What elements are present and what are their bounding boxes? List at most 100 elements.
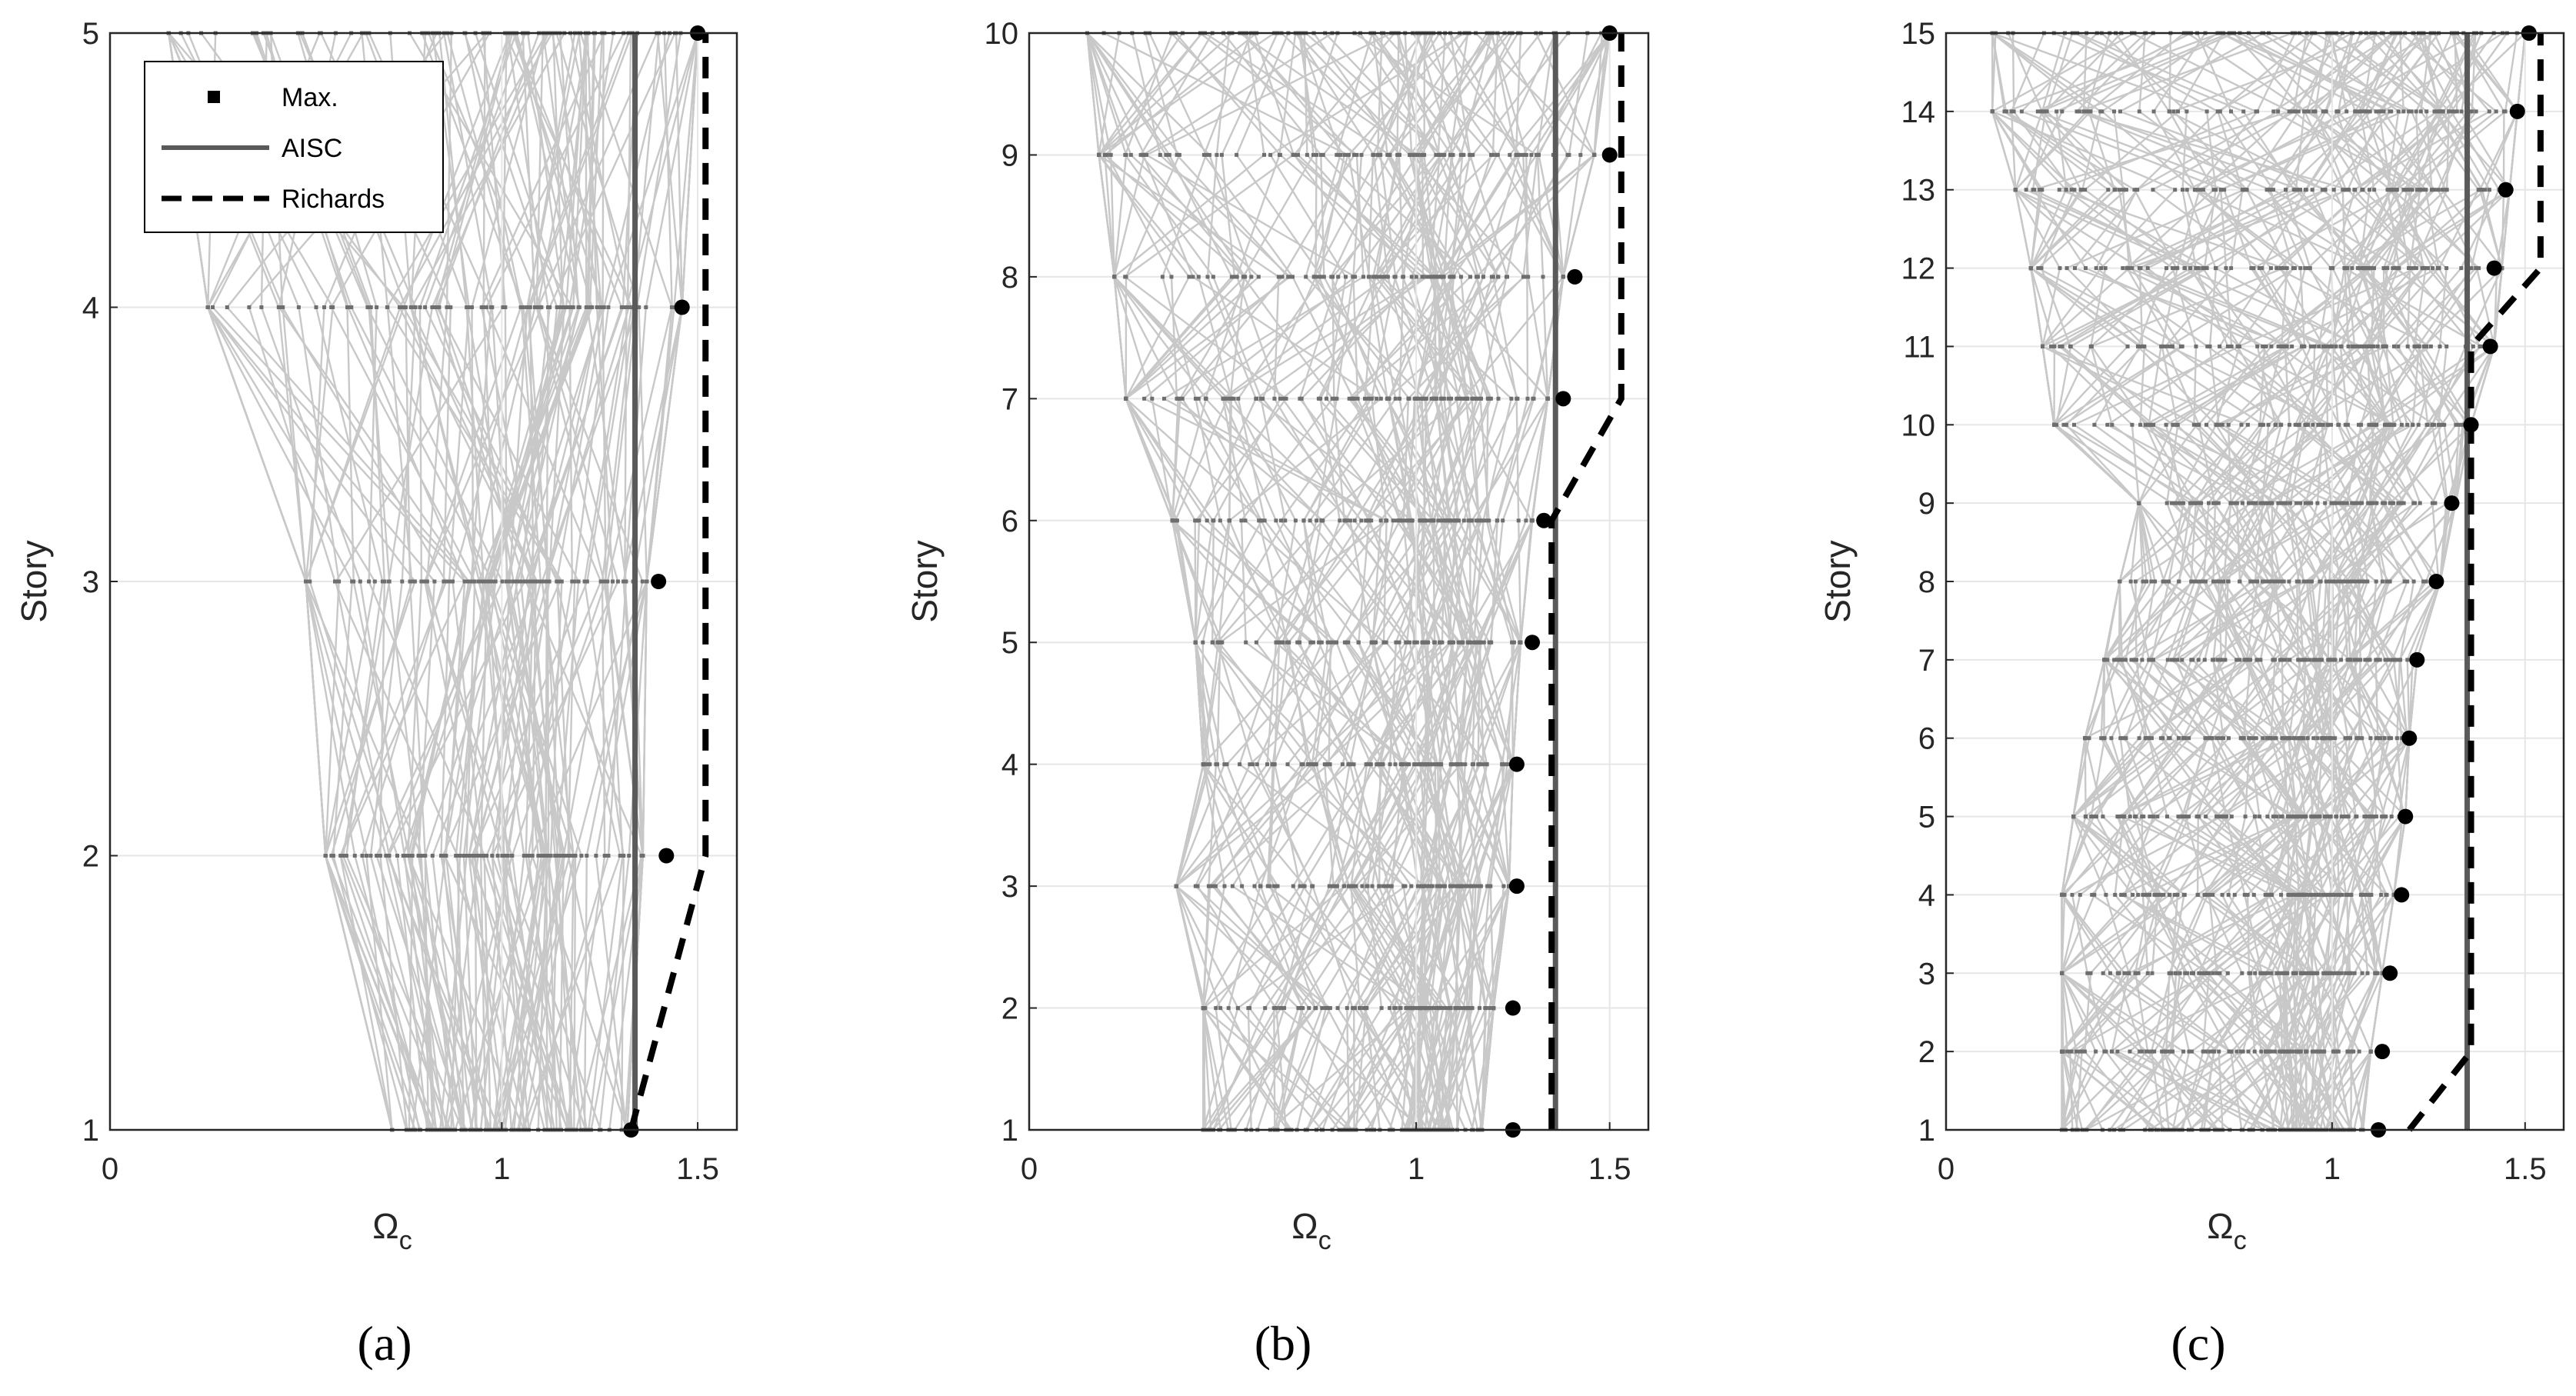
simulation-point: [2351, 1049, 2356, 1054]
simulation-point: [360, 854, 365, 858]
simulation-point: [2483, 188, 2488, 192]
simulation-point: [505, 579, 510, 584]
simulation-point: [1369, 518, 1374, 523]
simulation-point: [2339, 815, 2344, 819]
simulation-point: [622, 579, 627, 584]
simulation-point: [2194, 422, 2199, 427]
simulation-point: [2329, 422, 2333, 427]
simulation-point: [2278, 971, 2282, 975]
simulation-point: [2372, 266, 2376, 271]
simulation-point: [2269, 1049, 2274, 1054]
simulation-point: [1471, 396, 1476, 401]
simulation-point: [2362, 815, 2367, 819]
simulation-point: [2346, 815, 2351, 819]
simulation-point: [1501, 518, 1505, 523]
simulation-point: [2344, 109, 2349, 114]
simulation-point: [1377, 884, 1381, 888]
simulation-point: [2318, 1049, 2322, 1054]
simulation-point: [2357, 1049, 2361, 1054]
simulation-point: [1389, 884, 1394, 888]
simulation-point: [442, 579, 446, 584]
simulation-point: [1225, 762, 1229, 767]
simulation-point: [2480, 344, 2484, 348]
simulation-point: [1449, 762, 1454, 767]
simulation-point: [2094, 266, 2098, 271]
simulation-point: [378, 854, 382, 858]
simulation-curve: [1438, 32, 1549, 1131]
simulation-point: [1328, 640, 1333, 645]
simulation-point: [2268, 266, 2273, 271]
simulation-point: [1319, 640, 1324, 645]
simulation-point: [2415, 188, 2419, 192]
simulation-point: [1218, 518, 1222, 523]
simulation-point: [502, 854, 506, 858]
simulation-point: [259, 305, 264, 309]
simulation-point: [1375, 762, 1380, 767]
simulation-point: [1400, 762, 1404, 767]
simulation-point: [2474, 266, 2478, 271]
simulation-point: [1990, 109, 1994, 114]
simulation-point: [2361, 109, 2365, 114]
simulation-point: [1485, 884, 1490, 888]
simulation-point: [1413, 152, 1417, 157]
simulation-point: [2251, 736, 2255, 741]
simulation-point: [2226, 422, 2231, 427]
max-point: [1508, 756, 1525, 772]
simulation-point: [2248, 579, 2253, 584]
simulation-point: [2223, 658, 2228, 662]
simulation-curve: [1364, 32, 1499, 1131]
simulation-point: [2130, 422, 2134, 427]
simulation-point: [2313, 658, 2318, 662]
simulation-point: [1465, 884, 1469, 888]
simulation-point: [365, 854, 368, 858]
simulation-point: [1236, 396, 1241, 401]
simulation-point: [2094, 1049, 2098, 1054]
simulation-point: [2262, 344, 2267, 348]
simulation-point: [2137, 736, 2141, 741]
simulation-point: [526, 854, 531, 858]
x-axis-label: Ωc: [1291, 1206, 1331, 1255]
simulation-point: [1279, 518, 1283, 523]
simulation-point: [1160, 275, 1165, 279]
simulation-point: [2144, 892, 2149, 897]
simulation-point: [2194, 501, 2198, 505]
simulation-point: [1433, 762, 1438, 767]
x-tick-label: 0: [102, 1152, 118, 1186]
simulation-point: [344, 854, 348, 858]
simulation-point: [2342, 815, 2347, 819]
simulation-point: [1283, 518, 1288, 523]
simulation-point: [2280, 736, 2284, 741]
simulation-point: [1363, 396, 1367, 401]
simulation-point: [2098, 109, 2103, 114]
simulation-point: [2281, 579, 2286, 584]
simulation-point: [2369, 422, 2373, 427]
simulation-point: [2323, 501, 2328, 505]
simulation-point: [2414, 266, 2418, 271]
simulation-point: [2229, 266, 2234, 271]
simulation-point: [1298, 884, 1302, 888]
simulation-point: [2169, 658, 2174, 662]
simulation-point: [2175, 422, 2180, 427]
simulation-point: [2291, 971, 2295, 975]
simulation-point: [2140, 658, 2144, 662]
simulation-point: [1255, 762, 1259, 767]
simulation-point: [2150, 736, 2154, 741]
simulation-point: [349, 305, 354, 309]
simulation-point: [2070, 892, 2074, 897]
simulation-curve: [1350, 32, 1493, 1131]
simulation-point: [462, 579, 467, 584]
simulation-curve: [1148, 32, 1323, 1131]
simulation-point: [2459, 266, 2464, 271]
simulation-point: [1355, 396, 1360, 401]
simulation-point: [2333, 1049, 2338, 1054]
simulation-point: [1485, 518, 1489, 523]
simulation-point: [2271, 815, 2275, 819]
simulation-point: [2205, 344, 2210, 348]
simulation-point: [2147, 736, 2151, 741]
simulation-point: [1518, 152, 1522, 157]
simulation-curve: [1086, 32, 1301, 1131]
simulation-point: [2202, 658, 2207, 662]
simulation-point: [2405, 422, 2410, 427]
simulation-point: [2198, 579, 2203, 584]
simulation-point: [2092, 892, 2097, 897]
